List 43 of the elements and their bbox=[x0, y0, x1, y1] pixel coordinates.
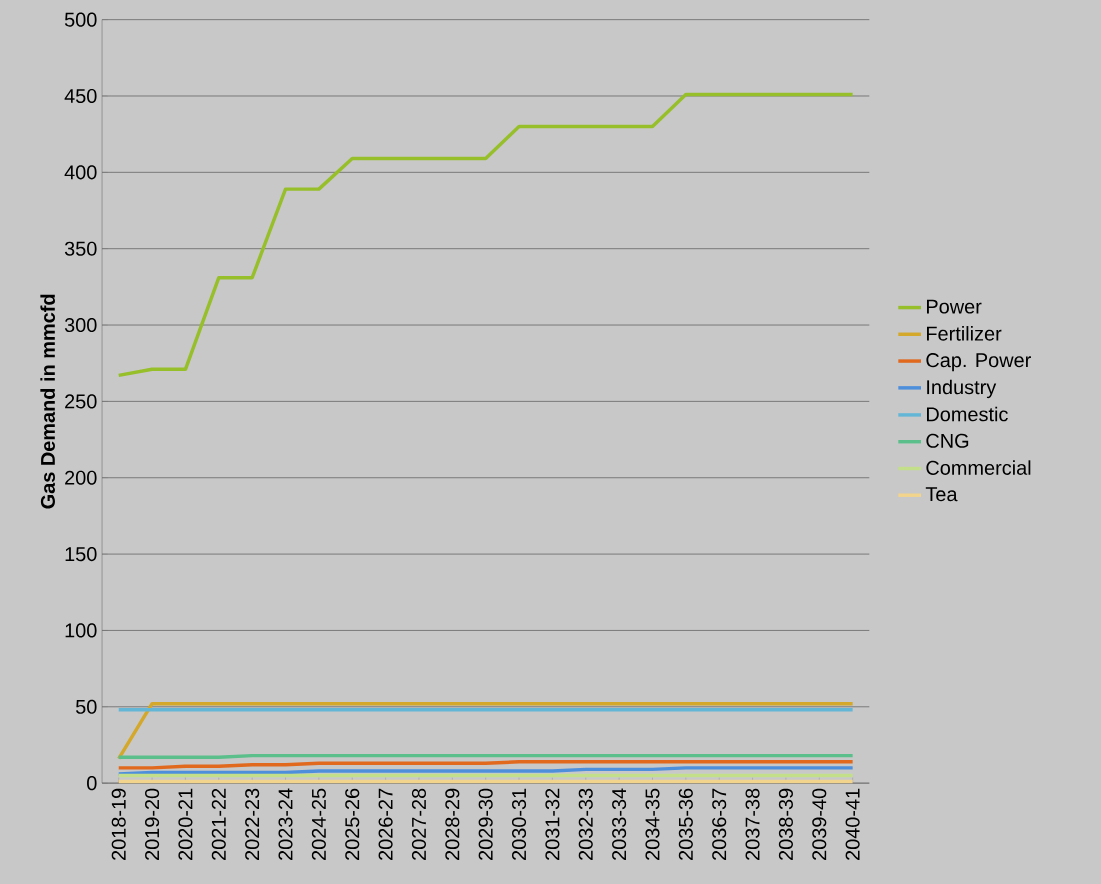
y-tick-label: 0 bbox=[87, 776, 97, 791]
x-tick-label: 2038-39 bbox=[778, 788, 793, 860]
y-tick-label: 50 bbox=[75, 699, 97, 714]
y-tick-label: 150 bbox=[65, 547, 97, 562]
x-tick-label: 2037-38 bbox=[745, 788, 760, 860]
x-tick-label: 2028-29 bbox=[445, 788, 460, 860]
x-tick-label: 2032-33 bbox=[578, 788, 593, 860]
x-tick-label: 2023-24 bbox=[278, 788, 293, 860]
y-axis-title: Gas Demand in mmcfd bbox=[40, 294, 55, 509]
x-tick-label: 2040-41 bbox=[845, 788, 860, 860]
x-tick-label: 2030-31 bbox=[511, 788, 527, 860]
x-tick-label: 2035-36 bbox=[678, 788, 693, 860]
y-tick-label: 350 bbox=[64, 241, 97, 256]
x-tick-label: 2022-23 bbox=[245, 788, 260, 860]
legend-label: Commercial bbox=[926, 460, 1031, 475]
x-tick-label: 2033-34 bbox=[612, 788, 627, 860]
x-tick-label: 2031-32 bbox=[545, 788, 560, 860]
legend-label: Domestic bbox=[927, 406, 1008, 422]
x-tick-label: 2018-19 bbox=[111, 788, 126, 860]
x-tick-label: 2024-25 bbox=[311, 788, 326, 860]
y-tick-label: 300 bbox=[64, 317, 97, 333]
x-tick-label: 2020-21 bbox=[178, 788, 193, 860]
x-tick-label: 2021-22 bbox=[211, 788, 226, 860]
legend-label: Power bbox=[927, 299, 982, 314]
y-tick-label: 400 bbox=[64, 165, 97, 180]
x-tick-label: 2029-30 bbox=[478, 788, 493, 860]
y-tick-label: 450 bbox=[64, 88, 97, 104]
x-tick-label: 2036-37 bbox=[712, 788, 727, 860]
y-tick-label: 200 bbox=[65, 470, 97, 485]
x-tick-label: 2027-28 bbox=[411, 788, 427, 860]
x-tick-label: 2019-20 bbox=[145, 788, 160, 860]
legend-label: Industry bbox=[927, 379, 997, 399]
legend-label: Cap. Power bbox=[926, 353, 1031, 372]
x-tick-label: 2034-35 bbox=[645, 788, 660, 860]
x-tick-label: 2026-27 bbox=[378, 788, 393, 860]
legend-label: CNG bbox=[926, 433, 969, 448]
y-tick-label: 500 bbox=[64, 12, 97, 27]
x-tick-label: 2025-26 bbox=[345, 788, 360, 860]
legend-label: Fertilizer bbox=[927, 326, 1002, 341]
legend-label: Tea bbox=[925, 487, 958, 502]
x-tick-label: 2039-40 bbox=[812, 788, 827, 860]
y-tick-label: 250 bbox=[65, 394, 97, 409]
y-tick-label: 100 bbox=[65, 623, 97, 638]
